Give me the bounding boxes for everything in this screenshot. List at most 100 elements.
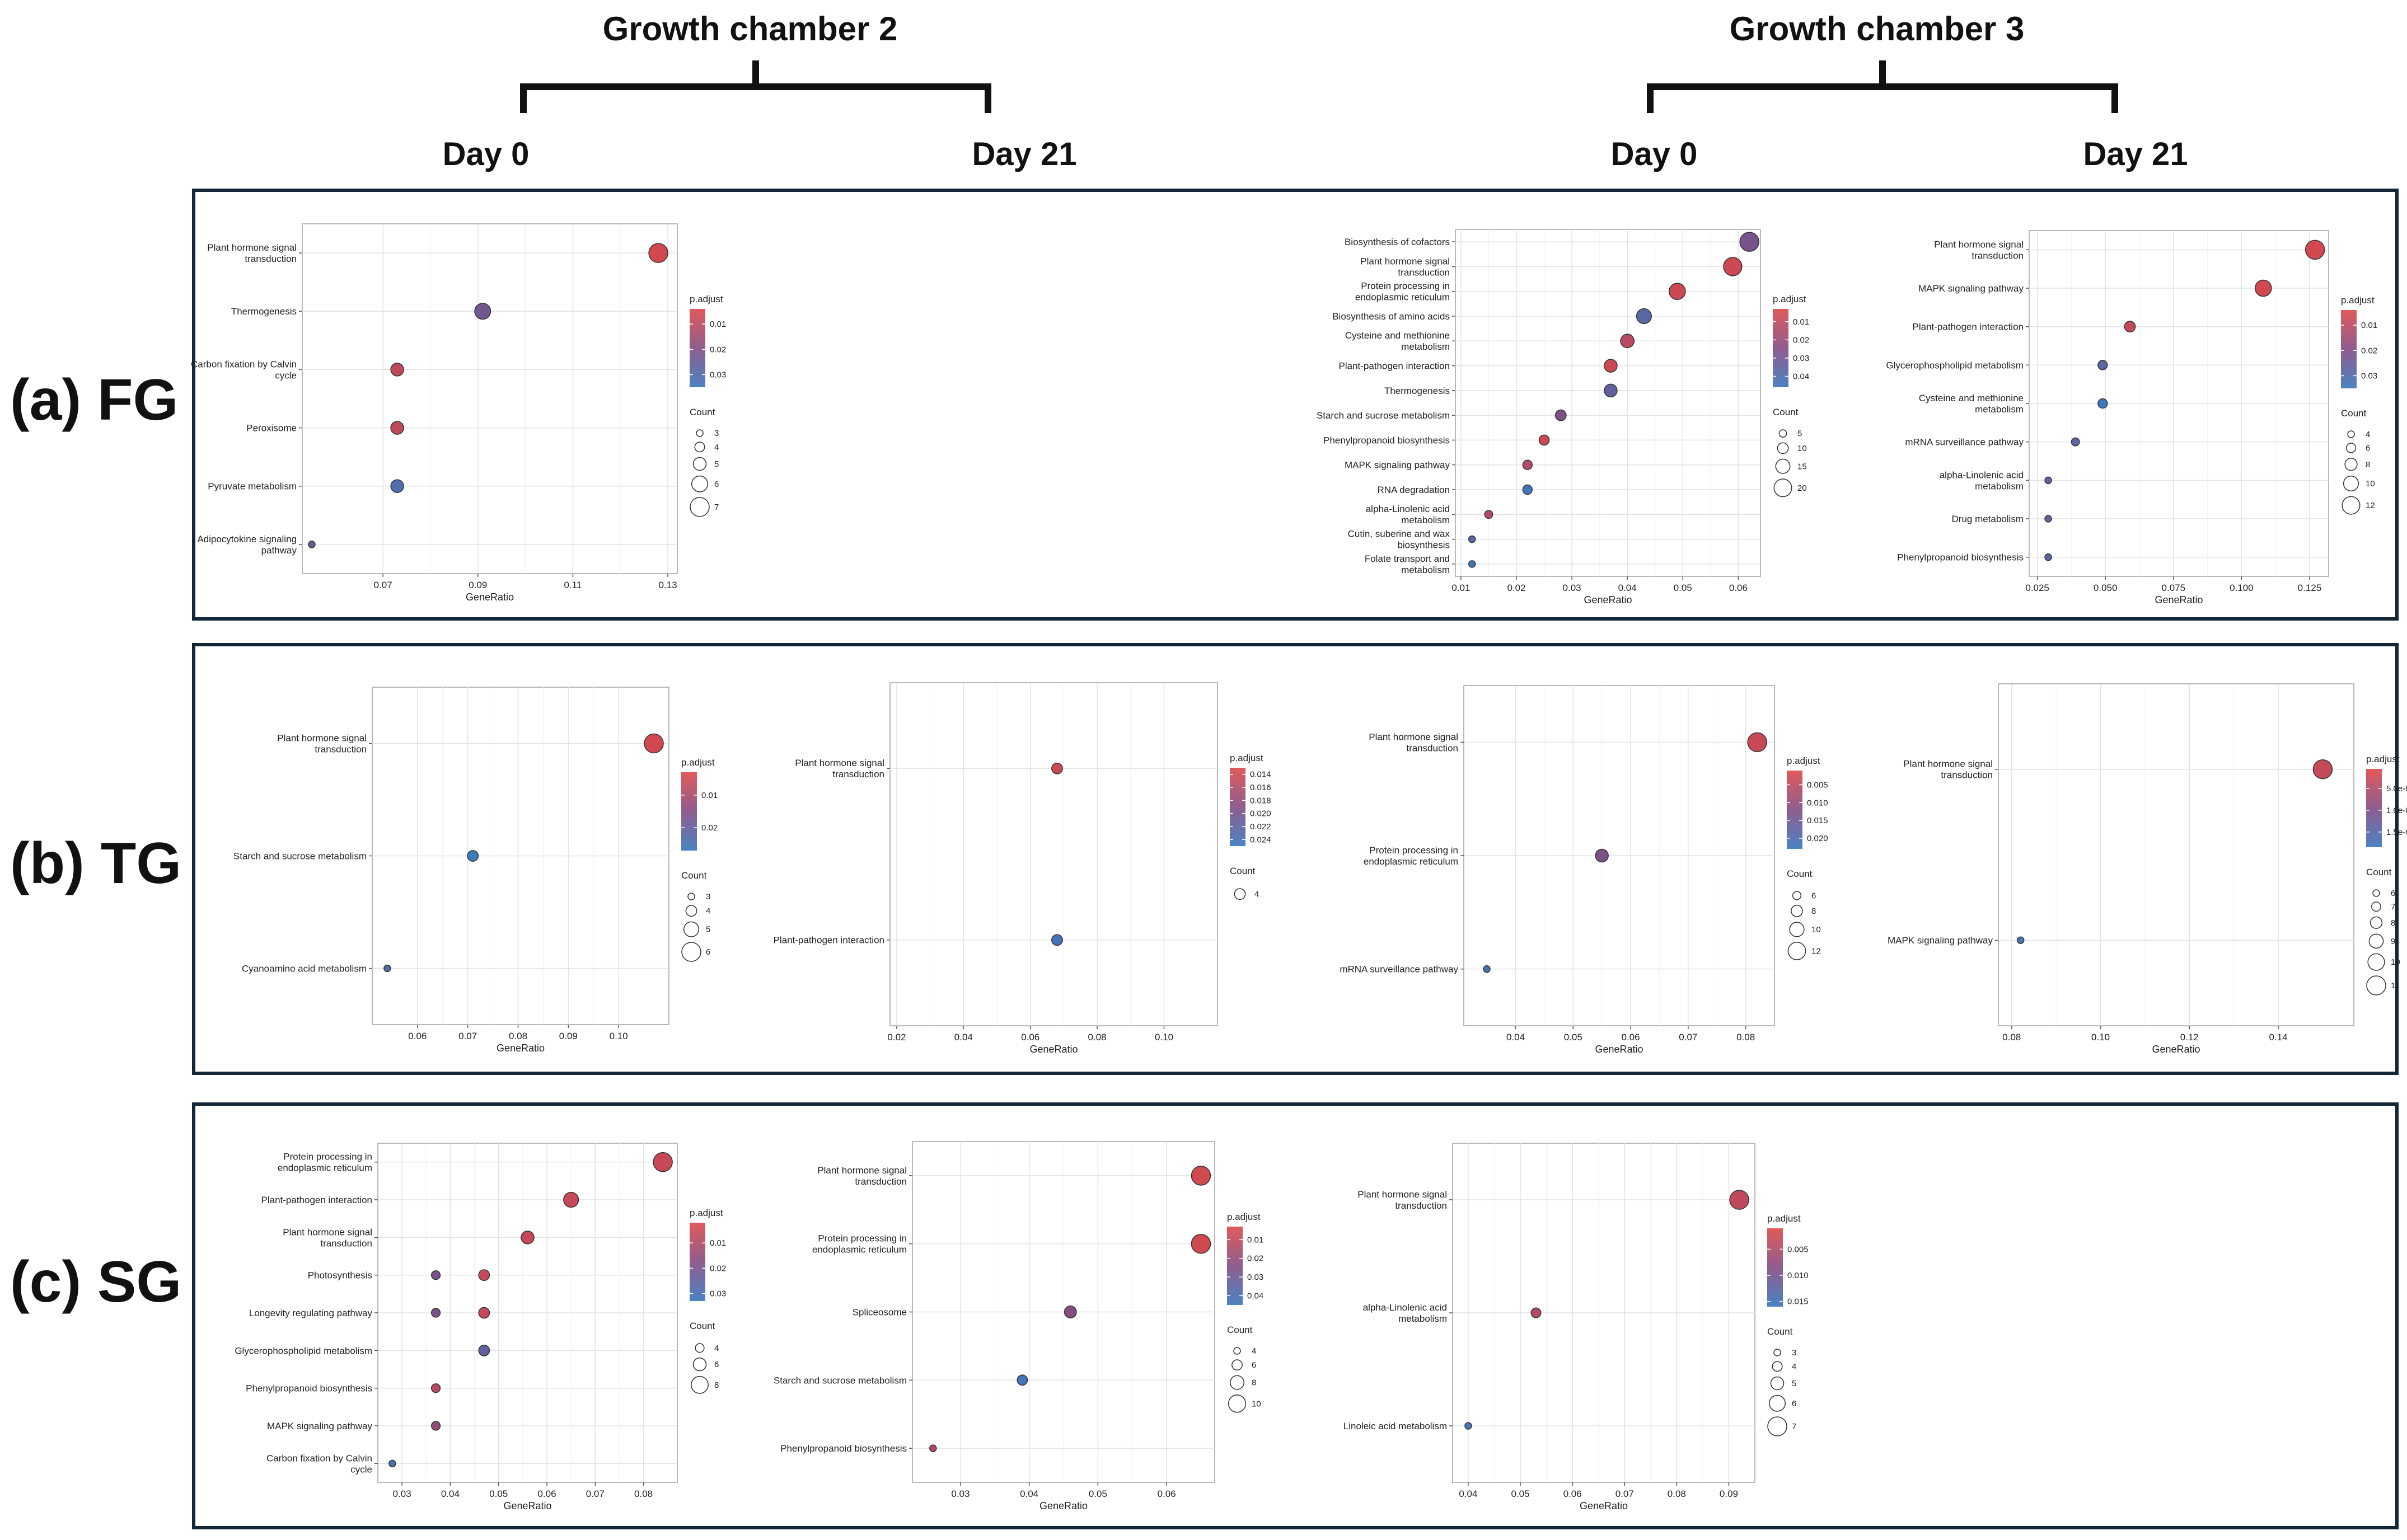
padj-tick-label: 0.01	[710, 1238, 726, 1248]
count-legend-circle	[1767, 1416, 1787, 1436]
padj-tick-label: 1.5e-05	[2386, 828, 2407, 837]
data-point	[1604, 383, 1618, 398]
category-label: Photosynthesis	[308, 1270, 372, 1281]
data-point	[430, 1308, 441, 1318]
data-point	[1483, 965, 1491, 973]
data-point	[1017, 1374, 1028, 1386]
padj-tick-label: 0.02	[710, 345, 726, 354]
data-point	[308, 541, 316, 548]
count-legend-label: 6	[1811, 891, 1816, 900]
category-label: transduction	[832, 769, 884, 780]
category-label: Phenylpropanoid biosynthesis	[246, 1383, 372, 1394]
data-point	[467, 850, 479, 862]
count-legend-circle	[1769, 1395, 1786, 1412]
data-point	[2305, 240, 2325, 260]
x-tick-label: 0.08	[634, 1489, 653, 1499]
count-legend-label: 4	[1252, 1346, 1256, 1356]
x-tick-label: 0.01	[1451, 583, 1470, 593]
category-label: transduction	[1395, 1200, 1447, 1211]
x-axis-label: GeneRatio	[1039, 1500, 1088, 1511]
count-legend-label: 10	[1811, 925, 1821, 935]
count-legend-circle	[2369, 916, 2383, 929]
count-legend-circle	[1772, 1361, 1783, 1372]
category-label: metabolism	[1401, 565, 1450, 575]
category-label: RNA degradation	[1378, 485, 1450, 495]
row-frame-sg	[192, 1102, 2399, 1529]
category-label: MAPK signaling pathway	[267, 1421, 373, 1431]
padj-tick-label: 0.01	[701, 791, 718, 800]
x-axis-label: GeneRatio	[2155, 594, 2203, 605]
category-label: Glycerophospholipid metabolism	[235, 1345, 372, 1356]
padj-colorbar	[2341, 310, 2357, 388]
count-legend-title: Count	[1230, 866, 1256, 876]
category-label: Starch and sucrose metabolism	[774, 1375, 907, 1386]
category-label: Carbon fixation by Calvin	[191, 359, 297, 369]
count-legend-title: Count	[690, 407, 715, 417]
count-legend-label: 15	[1797, 462, 1807, 471]
padj-tick-label: 0.01	[710, 320, 726, 329]
x-tick-label: 0.02	[1507, 583, 1525, 593]
count-legend-title: Count	[690, 1321, 715, 1331]
padj-tick-label: 0.03	[1247, 1273, 1263, 1282]
count-legend-circle	[1777, 442, 1789, 454]
header-gc3-day21: Day 21	[2083, 136, 2188, 172]
data-point	[1484, 510, 1493, 519]
count-legend-label: 8	[2366, 460, 2370, 469]
padj-legend-title: p.adjust	[690, 294, 723, 304]
category-label: Plant hormone signal	[207, 242, 297, 253]
count-legend-label: 3	[714, 429, 719, 438]
category-label: endoplasmic reticulum	[278, 1163, 372, 1173]
padj-legend-title: p.adjust	[2366, 754, 2400, 764]
category-label: Plant hormone signal	[283, 1227, 372, 1237]
category-label: transduction	[1941, 770, 1993, 781]
category-label: Plant hormone signal	[1903, 759, 1993, 769]
count-legend-circle	[2372, 889, 2380, 897]
category-label: endoplasmic reticulum	[1364, 856, 1458, 867]
padj-legend-title: p.adjust	[1773, 294, 1806, 304]
x-tick-label: 0.10	[610, 1031, 628, 1041]
padj-tick-label: 0.01	[2361, 321, 2377, 330]
count-legend-circle	[2345, 443, 2357, 453]
padj-tick-label: 0.005	[1807, 780, 1828, 790]
data-point	[430, 1383, 441, 1393]
x-axis-label: GeneRatio	[1584, 594, 1632, 605]
category-label: alpha-Linolenic acid	[1366, 504, 1450, 514]
x-tick-label: 0.14	[2269, 1032, 2288, 1043]
count-legend-label: 6	[2366, 443, 2370, 453]
plot-panel	[889, 682, 1218, 1026]
category-label: endoplasmic reticulum	[1355, 292, 1450, 303]
count-legend-circle	[681, 942, 701, 962]
padj-colorbar	[1787, 771, 1802, 849]
count-legend-label: 8	[714, 1381, 719, 1390]
padj-tick-label: 0.015	[1787, 1297, 1809, 1307]
count-legend-circle	[1787, 942, 1806, 960]
data-point	[390, 363, 404, 377]
data-point	[1530, 1307, 1542, 1318]
header-gc2-day21: Day 21	[972, 136, 1076, 172]
padj-tick-label: 0.020	[1807, 834, 1828, 843]
chart-fg-gc3-day0: Biosynthesis of cofactors Plant hormone s…	[1317, 229, 1809, 605]
padj-tick-label: 0.02	[1247, 1254, 1263, 1264]
count-legend-circle	[1773, 478, 1792, 497]
category-label: alpha-Linolenic acid	[1940, 469, 2024, 480]
count-legend-circle	[691, 1375, 709, 1394]
count-legend-circle	[1229, 1375, 1245, 1390]
padj-tick-label: 0.02	[701, 823, 718, 833]
category-label: endoplasmic reticulum	[812, 1245, 907, 1255]
count-legend-label: 4	[1792, 1362, 1796, 1372]
category-label: Peroxisome	[246, 423, 297, 434]
padj-tick-label: 0.03	[1793, 354, 1809, 363]
category-label: MAPK signaling pathway	[1918, 283, 2024, 294]
x-tick-label: 0.07	[1615, 1489, 1634, 1499]
count-legend-circle	[692, 457, 707, 471]
x-axis-label: GeneRatio	[466, 591, 514, 603]
data-point	[521, 1231, 535, 1245]
category-label: alpha-Linolenic acid	[1363, 1302, 1447, 1313]
count-legend-circle	[2344, 458, 2358, 471]
x-tick-label: 0.07	[374, 580, 392, 590]
count-legend-circle	[2347, 430, 2355, 438]
category-label: Folate transport and	[1365, 553, 1450, 564]
